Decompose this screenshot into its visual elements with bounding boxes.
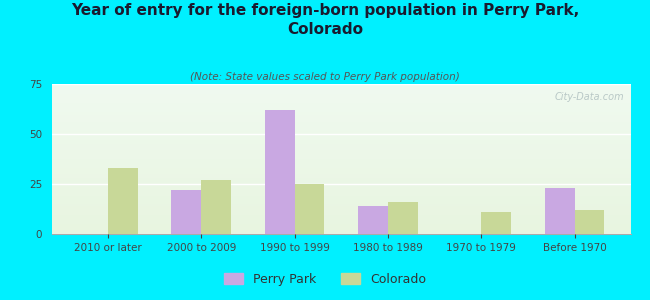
Text: City-Data.com: City-Data.com	[555, 92, 625, 101]
Legend: Perry Park, Colorado: Perry Park, Colorado	[219, 268, 431, 291]
Bar	[265, 110, 294, 234]
Bar	[575, 210, 604, 234]
Bar	[172, 190, 202, 234]
Bar	[358, 206, 388, 234]
Text: Year of entry for the foreign-born population in Perry Park,
Colorado: Year of entry for the foreign-born popul…	[71, 3, 579, 37]
Bar	[294, 184, 324, 234]
Bar	[108, 168, 138, 234]
Bar	[202, 180, 231, 234]
Bar	[481, 212, 511, 234]
Bar	[388, 202, 418, 234]
Bar	[545, 188, 575, 234]
Text: (Note: State values scaled to Perry Park population): (Note: State values scaled to Perry Park…	[190, 72, 460, 82]
